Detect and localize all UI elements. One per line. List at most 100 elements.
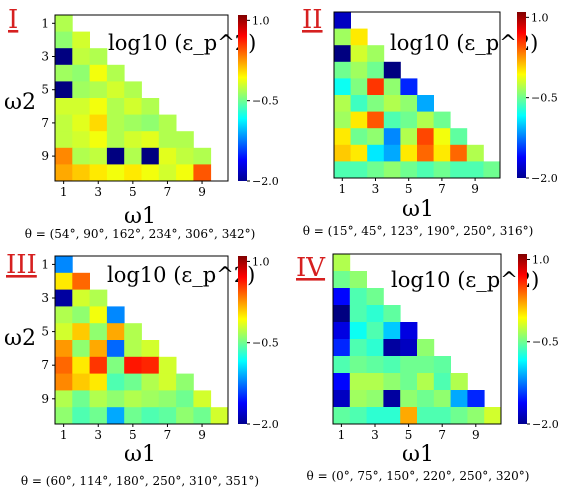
heatmap-cell (366, 339, 384, 357)
heatmap-cell (72, 272, 90, 290)
heatmap-cell (55, 256, 73, 274)
heatmap-cell (417, 339, 435, 357)
colorbar-tick-label: 1.0 (252, 255, 270, 268)
heatmap-cell (72, 64, 90, 82)
colorbar (517, 12, 526, 178)
colorbar-ticks: 1.0 −0.5 −2.0 (247, 255, 279, 431)
heatmap-cell (89, 289, 108, 307)
x-axis-label: ω1 (402, 442, 434, 467)
heatmap-cell (106, 407, 125, 425)
heatmap-cell (55, 15, 73, 32)
heatmap-cell (89, 373, 108, 391)
heatmap-cell (334, 61, 351, 79)
x-tick-label: 5 (405, 182, 413, 196)
heatmap-cell (55, 340, 73, 358)
y-tick-label: 1 (41, 16, 49, 30)
heatmap-cell (72, 407, 90, 425)
heatmap-cell (72, 98, 90, 115)
heatmap-cell (350, 144, 368, 162)
heatmap-cell (106, 306, 125, 324)
plot-title: log10 (ε_p^2) (390, 31, 538, 55)
x-axis-label: ω1 (124, 204, 156, 229)
heatmap-cell (89, 64, 108, 82)
panel-label: I (8, 5, 18, 35)
colorbar-tick-label: 1.0 (532, 253, 550, 266)
heatmap-cell (450, 390, 468, 408)
heatmap-cell (124, 356, 142, 374)
heatmap-cell (334, 161, 351, 179)
colorbar-tick-label: 1.0 (252, 14, 270, 27)
heatmap-cell (55, 98, 73, 115)
x-tick-label: 1 (60, 428, 68, 442)
heatmap-cell (141, 164, 160, 182)
x-tick-label: 1 (338, 428, 346, 442)
heatmap-cell (383, 356, 401, 374)
heatmap-cell (400, 161, 418, 179)
heatmap-cell (55, 390, 73, 408)
heatmap-cell (55, 373, 73, 391)
heatmap-cell (433, 144, 451, 162)
x-tick-label: 9 (198, 428, 206, 442)
heatmap-cell (176, 164, 194, 182)
colorbar-tick-label: −0.5 (252, 95, 279, 108)
heatmap-cell (55, 164, 73, 182)
heatmap-cell (141, 340, 160, 358)
heatmap-cell (72, 373, 90, 391)
heatmap-cell (55, 81, 73, 99)
plot-frame (54, 255, 229, 425)
y-tick-label: 7 (41, 358, 49, 372)
colorbar-ticks: 1.0 −0.5 −2.0 (527, 253, 559, 431)
heatmap-cell (334, 111, 351, 129)
heatmap-cell (89, 147, 108, 165)
heatmap-cell (334, 128, 351, 146)
heatmap-cell (158, 164, 177, 182)
heatmap-cell (55, 48, 73, 66)
x-tick-label: 7 (438, 428, 446, 442)
plot-title: log10 (ε_p^2) (108, 31, 256, 55)
x-tick-label: 5 (129, 428, 137, 442)
heatmap-cell (106, 323, 125, 341)
heatmap-cell (349, 356, 367, 374)
heatmap-cell (349, 322, 367, 340)
heatmap-cell (466, 144, 484, 162)
heatmap-cell (141, 131, 160, 149)
heatmap-cell (89, 131, 108, 149)
heatmap-cell (89, 407, 108, 425)
theta-caption: θ = (0°, 75°, 150°, 220°, 250°, 320°) (307, 469, 530, 483)
heatmap-cell (124, 98, 142, 115)
heatmap-cell (193, 147, 212, 165)
heatmap-panel-iii: III log10 (ε_p^2) 1 3 5 7 9 1 3 5 7 9 ω1 ω2 1.0 −… (4, 250, 279, 488)
x-tick-label: 3 (372, 182, 380, 196)
colorbar-tick-label: −0.5 (532, 336, 559, 349)
colorbar-tick-label: −2.0 (531, 172, 558, 185)
heatmap-cell (466, 161, 484, 179)
x-ticks: 1 3 5 7 9 (60, 424, 206, 442)
heatmap-cell (349, 339, 367, 357)
heatmap-cell (350, 161, 368, 179)
heatmap-cell (158, 114, 177, 132)
heatmap-cell (383, 144, 401, 162)
heatmap-cell (433, 373, 451, 391)
heatmap-cell (383, 161, 401, 179)
heatmap-cell (366, 322, 384, 340)
heatmap-cell (400, 128, 418, 146)
plot-frame (332, 253, 502, 425)
heatmap-cell (124, 114, 142, 132)
heatmap-cell (350, 28, 368, 46)
heatmap-cell (72, 31, 90, 49)
heatmap-cell (349, 390, 367, 408)
x-ticks: 1 3 5 7 9 (338, 424, 480, 442)
heatmap-cell (400, 95, 418, 112)
heatmap-cell (141, 114, 160, 132)
heatmap-cell (383, 78, 401, 96)
panel-label: IV (296, 253, 326, 283)
heatmap-cell (72, 306, 90, 324)
heatmap-cell (124, 407, 142, 425)
x-axis-label: ω1 (402, 197, 434, 222)
heatmap-cell (417, 356, 435, 374)
heatmap-cell (366, 305, 384, 323)
colorbar-ticks: 1.0 −0.5 −2.0 (526, 11, 558, 185)
heatmap-cell (333, 339, 351, 357)
theta-caption: θ = (15°, 45°, 123°, 190°, 250°, 316°) (303, 224, 534, 238)
